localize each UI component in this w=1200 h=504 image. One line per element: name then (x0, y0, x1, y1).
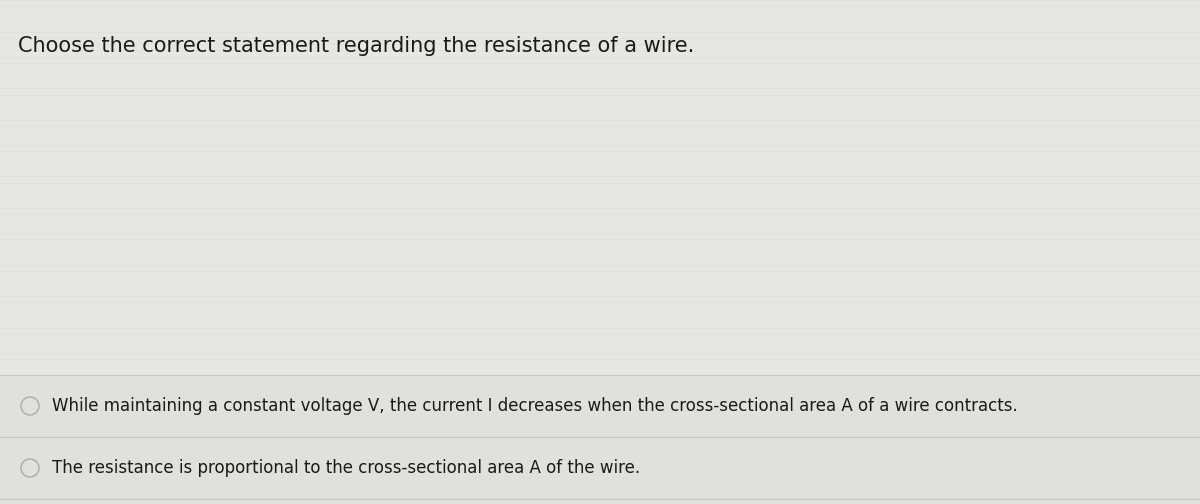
Bar (0, 375, 1200, 437)
Bar (0, 499, 1200, 504)
Text: While maintaining a constant voltage V, the current I decreases when the cross-s: While maintaining a constant voltage V, … (52, 397, 1018, 415)
Text: The resistance is proportional to the cross-sectional area A of the wire.: The resistance is proportional to the cr… (52, 459, 640, 477)
Bar (0, 437, 1200, 499)
Text: Choose the correct statement regarding the resistance of a wire.: Choose the correct statement regarding t… (18, 36, 695, 56)
